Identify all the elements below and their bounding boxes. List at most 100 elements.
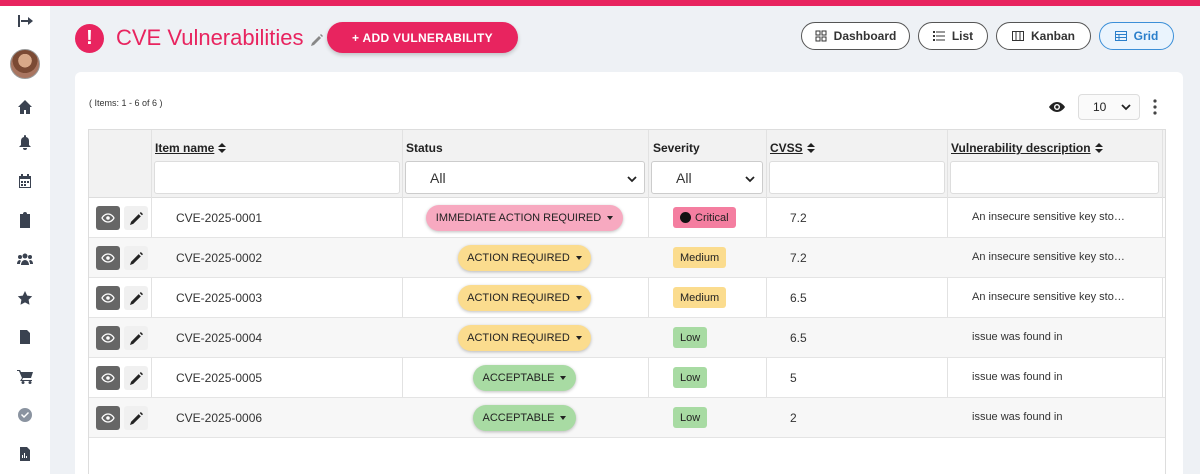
item-name[interactable]: CVE-2025-0003 bbox=[176, 291, 263, 305]
view-row-button[interactable] bbox=[96, 286, 120, 310]
severity-label: Low bbox=[680, 411, 701, 424]
status-dropdown[interactable]: ACTION REQUIRED bbox=[458, 245, 591, 271]
home-icon[interactable] bbox=[0, 94, 50, 120]
severity-label: Medium bbox=[680, 251, 720, 264]
star-icon[interactable] bbox=[0, 285, 50, 311]
view-row-button[interactable] bbox=[96, 206, 120, 230]
table-row[interactable]: CVE-2025-0006 ACCEPTABLE Low 2 issue was… bbox=[89, 398, 1165, 438]
status-label: ACTION REQUIRED bbox=[467, 252, 570, 264]
view-row-button[interactable] bbox=[96, 326, 120, 350]
view-list-button[interactable]: List bbox=[918, 22, 988, 50]
caret-down-icon bbox=[575, 256, 582, 260]
item-name[interactable]: CVE-2025-0004 bbox=[176, 331, 263, 345]
page-header: ! CVE Vulnerabilities + ADD VULNERABILIT… bbox=[50, 6, 1200, 70]
filter-item-name-input[interactable] bbox=[154, 161, 400, 194]
status-dropdown[interactable]: ACTION REQUIRED bbox=[458, 325, 591, 351]
pencil-icon bbox=[129, 371, 143, 385]
table-row[interactable]: CVE-2025-0005 ACCEPTABLE Low 5 issue was… bbox=[89, 358, 1165, 398]
view-kanban-label: Kanban bbox=[1030, 29, 1075, 43]
pencil-icon bbox=[129, 291, 143, 305]
table-row[interactable]: CVE-2025-0001 IMMEDIATE ACTION REQUIRED … bbox=[89, 198, 1165, 238]
view-list-label: List bbox=[951, 29, 974, 43]
chevron-down-icon bbox=[627, 176, 637, 183]
view-dashboard-button[interactable]: Dashboard bbox=[801, 22, 910, 50]
team-icon[interactable] bbox=[0, 246, 50, 272]
check-circle-icon[interactable] bbox=[0, 402, 50, 428]
calendar-icon[interactable] bbox=[0, 168, 50, 194]
item-name[interactable]: CVE-2025-0001 bbox=[176, 211, 263, 225]
col-description[interactable]: Vulnerability description bbox=[951, 141, 1103, 155]
filter-status-value: All bbox=[430, 169, 446, 186]
status-label: IMMEDIATE ACTION REQUIRED bbox=[435, 212, 602, 224]
severity-badge: Critical bbox=[673, 207, 736, 228]
eye-icon bbox=[101, 293, 115, 303]
cart-icon[interactable] bbox=[0, 363, 50, 389]
col-cvss-label: CVSS bbox=[770, 141, 803, 155]
severity-badge: Medium bbox=[673, 247, 727, 268]
column-divider bbox=[648, 130, 649, 437]
report-icon[interactable] bbox=[0, 441, 50, 467]
filter-description-input[interactable] bbox=[950, 161, 1159, 194]
col-cvss[interactable]: CVSS bbox=[770, 141, 815, 155]
status-dropdown[interactable]: ACCEPTABLE bbox=[473, 365, 576, 391]
description: issue was found in bbox=[972, 331, 1063, 343]
edit-row-button[interactable] bbox=[124, 406, 148, 430]
view-row-button[interactable] bbox=[96, 406, 120, 430]
add-vulnerability-button[interactable]: + ADD VULNERABILITY bbox=[327, 22, 518, 53]
kanban-icon bbox=[1011, 31, 1024, 41]
table-row[interactable]: CVE-2025-0003 ACTION REQUIRED Medium 6.5… bbox=[89, 278, 1165, 318]
filter-status-select[interactable]: All bbox=[405, 161, 645, 194]
edit-row-button[interactable] bbox=[124, 366, 148, 390]
item-name[interactable]: CVE-2025-0006 bbox=[176, 411, 263, 425]
severity-label: Medium bbox=[680, 291, 720, 304]
col-item-name[interactable]: Item name bbox=[155, 141, 227, 155]
description: An insecure sensitive key sto… bbox=[972, 251, 1125, 263]
severity-badge: Low bbox=[673, 367, 708, 388]
critical-dot-icon bbox=[680, 212, 691, 223]
col-severity: Severity bbox=[653, 141, 700, 155]
dashboard-icon bbox=[815, 30, 827, 42]
status-dropdown[interactable]: ACTION REQUIRED bbox=[458, 285, 591, 311]
document-icon[interactable] bbox=[0, 324, 50, 350]
top-accent-bar bbox=[0, 0, 1200, 6]
pencil-icon bbox=[129, 331, 143, 345]
alert-icon: ! bbox=[75, 24, 104, 53]
caret-down-icon bbox=[560, 416, 567, 420]
col-status: Status bbox=[406, 141, 443, 155]
edit-row-button[interactable] bbox=[124, 206, 148, 230]
column-visibility-eye-icon[interactable] bbox=[1048, 98, 1066, 116]
edit-row-button[interactable] bbox=[124, 326, 148, 350]
eye-icon bbox=[101, 413, 115, 423]
clipboard-icon[interactable] bbox=[0, 207, 50, 233]
table-row[interactable]: CVE-2025-0004 ACTION REQUIRED Low 6.5 is… bbox=[89, 318, 1165, 358]
page-size-select[interactable]: 10 bbox=[1078, 94, 1140, 120]
avatar[interactable] bbox=[0, 48, 50, 80]
sidebar bbox=[0, 6, 50, 474]
view-row-button[interactable] bbox=[96, 246, 120, 270]
page-title: CVE Vulnerabilities bbox=[116, 25, 304, 50]
edit-row-button[interactable] bbox=[124, 286, 148, 310]
severity-label: Low bbox=[680, 371, 701, 384]
edit-title-icon[interactable] bbox=[311, 34, 323, 46]
item-name[interactable]: CVE-2025-0005 bbox=[176, 371, 263, 385]
status-dropdown[interactable]: IMMEDIATE ACTION REQUIRED bbox=[426, 205, 623, 231]
column-divider bbox=[402, 130, 403, 437]
collapse-sidebar-icon[interactable] bbox=[0, 8, 50, 34]
grid-icon bbox=[1114, 31, 1127, 41]
status-dropdown[interactable]: ACCEPTABLE bbox=[473, 405, 576, 431]
filter-cvss-input[interactable] bbox=[769, 161, 945, 194]
more-options-icon[interactable] bbox=[1150, 98, 1160, 116]
vulnerability-table: Item name Status Severity CVSS Vulnerabi… bbox=[88, 129, 1166, 474]
view-row-button[interactable] bbox=[96, 366, 120, 390]
item-name[interactable]: CVE-2025-0002 bbox=[176, 251, 263, 265]
bell-icon[interactable] bbox=[0, 129, 50, 155]
eye-icon bbox=[101, 253, 115, 263]
filter-severity-select[interactable]: All bbox=[651, 161, 763, 194]
items-count: ( Items: 1 - 6 of 6 ) bbox=[89, 98, 163, 108]
cvss-score: 6.5 bbox=[790, 291, 807, 305]
filter-severity-value: All bbox=[676, 169, 692, 186]
view-kanban-button[interactable]: Kanban bbox=[996, 22, 1091, 50]
table-row[interactable]: CVE-2025-0002 ACTION REQUIRED Medium 7.2… bbox=[89, 238, 1165, 278]
view-grid-button[interactable]: Grid bbox=[1099, 22, 1174, 50]
edit-row-button[interactable] bbox=[124, 246, 148, 270]
